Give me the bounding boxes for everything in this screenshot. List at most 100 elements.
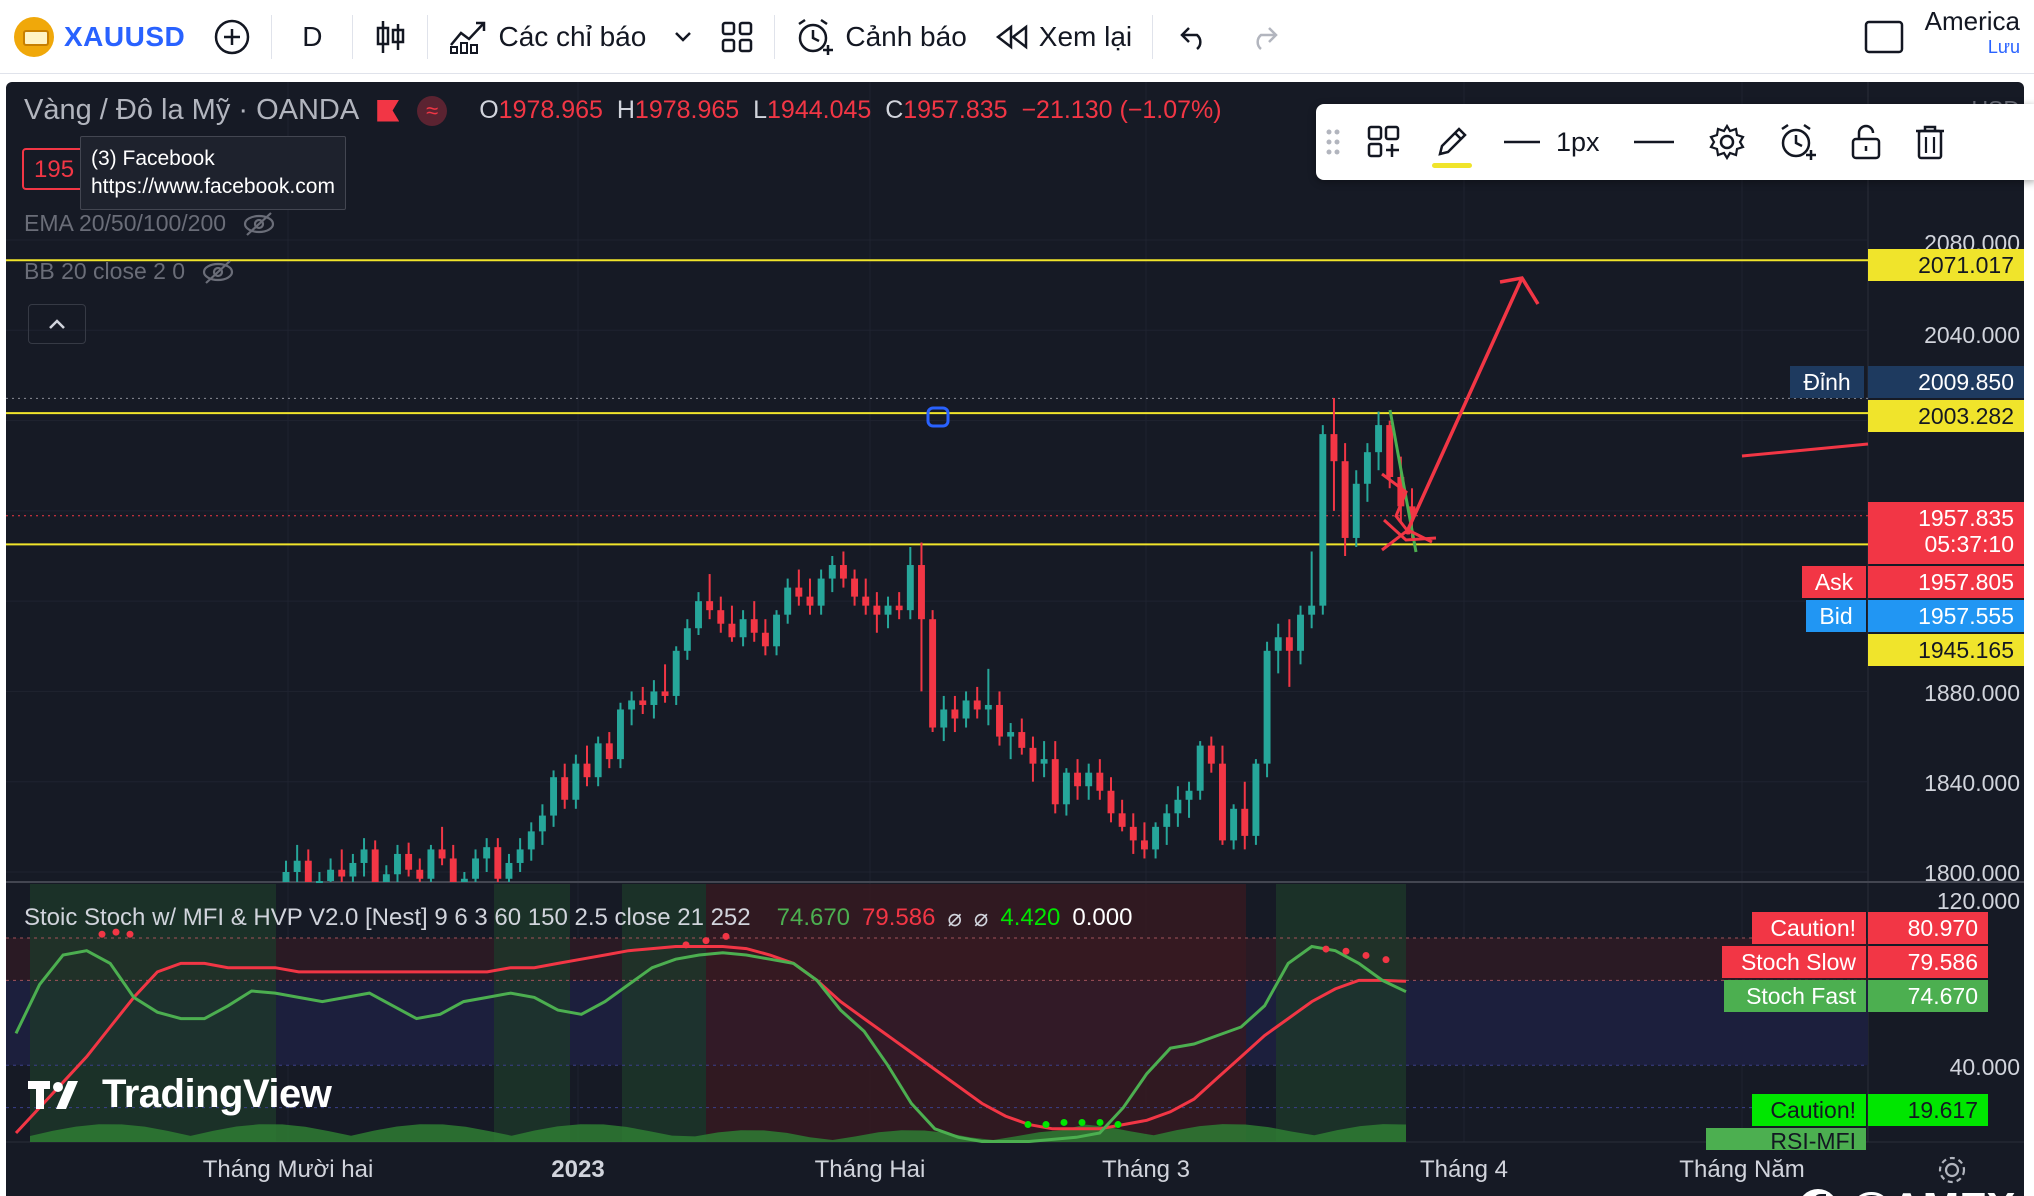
- collapse-legend-button[interactable]: [28, 304, 86, 344]
- candle-body: [817, 578, 825, 606]
- candle-body: [918, 565, 925, 620]
- price-label: 1880.000: [1924, 680, 2020, 706]
- caution-low-tag: 19.617: [1868, 1094, 1988, 1126]
- toolbar-divider: [271, 14, 273, 59]
- save-link[interactable]: Lưu: [1987, 37, 2020, 57]
- undo-icon[interactable]: [1159, 0, 1229, 74]
- alerts-button[interactable]: Cảnh báo: [781, 0, 980, 74]
- time-axis-label: Tháng 4: [1419, 1156, 1509, 1183]
- candle-body: [683, 628, 691, 651]
- window-icon[interactable]: [1850, 0, 1918, 74]
- gear-icon[interactable]: [1936, 1154, 1968, 1186]
- gold-coin-icon: [14, 16, 54, 57]
- ask-label: Ask: [1802, 566, 1866, 598]
- add-alert-icon[interactable]: [1762, 104, 1834, 180]
- candle-body: [516, 849, 524, 863]
- candle-body: [1274, 637, 1282, 651]
- candle-body: [929, 619, 937, 728]
- drag-handle-icon[interactable]: [1316, 104, 1350, 180]
- candle-body: [984, 704, 992, 710]
- time-axis-label: 2023: [551, 1156, 605, 1183]
- trash-icon[interactable]: [1898, 104, 1962, 180]
- indicators-button[interactable]: Các chỉ báo: [434, 0, 660, 74]
- osc-value-fast: 74.670: [776, 904, 851, 931]
- ema-indicator-row[interactable]: EMA 20/50/100/200: [24, 210, 276, 237]
- stoch-slow-line: [14, 945, 1407, 1135]
- sell-price-button[interactable]: 195: [22, 148, 92, 190]
- candle-body: [996, 704, 1003, 737]
- caution-dot: [1322, 945, 1330, 953]
- time-axis-label: Tháng Năm: [1679, 1156, 1805, 1183]
- candle-body: [572, 763, 580, 800]
- candle-body: [1375, 425, 1383, 453]
- region-selector[interactable]: America Lưu: [1925, 6, 2020, 58]
- templates-icon[interactable]: [1350, 104, 1418, 180]
- chevron-up-icon: [49, 319, 65, 329]
- symbol-search-button[interactable]: XAUUSD: [0, 0, 199, 74]
- line-style-icon: [1633, 140, 1674, 144]
- toolbar-divider: [427, 14, 429, 59]
- unlock-icon[interactable]: [1834, 104, 1898, 180]
- candle-body: [750, 619, 758, 633]
- settings-gear-icon[interactable]: [1692, 104, 1762, 180]
- interval-label: D: [302, 20, 323, 52]
- signal-zone: [30, 884, 276, 1142]
- replay-button[interactable]: Xem lại: [981, 0, 1146, 74]
- line-price-tag: 2071.017: [1868, 249, 2024, 281]
- candle-body: [661, 691, 669, 696]
- caution-dot: [1060, 1118, 1068, 1126]
- candle-body: [951, 709, 959, 719]
- candle-body: [1297, 614, 1304, 651]
- candle-body: [1174, 799, 1182, 814]
- add-symbol-icon[interactable]: [199, 0, 265, 74]
- bar-countdown: 05:37:10: [1924, 531, 2014, 557]
- candle-body: [695, 601, 702, 629]
- oscillator-legend: Stoic Stoch w/ MFI & HVP V2.0 [Nest] 9 6…: [24, 904, 1132, 933]
- layout-grid-icon[interactable]: [706, 0, 768, 74]
- candle-body: [862, 596, 870, 606]
- candle-body: [1285, 637, 1293, 651]
- replay-label: Xem lại: [1038, 20, 1133, 52]
- chevron-down-icon[interactable]: [660, 0, 706, 74]
- osc-value-3: 4.420: [1000, 904, 1061, 931]
- last-price-value: 1957.835: [1918, 505, 2014, 531]
- oscillator-name: Stoic Stoch w/ MFI & HVP V2.0 [Nest] 9 6…: [24, 904, 751, 931]
- pen-color-button[interactable]: [1418, 104, 1486, 180]
- legend-title: Vàng / Đô la Mỹ · OANDA: [24, 94, 360, 126]
- osc-value-slow: 79.586: [862, 904, 936, 931]
- indicators-icon: [450, 21, 486, 54]
- candle-body: [1185, 790, 1193, 800]
- source-badge-icon: ≈: [417, 95, 448, 126]
- candle-body: [884, 605, 892, 615]
- chart-area[interactable]: Vàng / Đô la Mỹ · OANDA ≈ O1978.965 H197…: [6, 82, 2024, 1196]
- annotation-arrow-head: [1499, 276, 1540, 305]
- bb-indicator-row[interactable]: BB 20 close 2 0: [24, 258, 235, 285]
- pencil-icon: [1438, 127, 1467, 156]
- candle-body: [1018, 732, 1026, 748]
- caution-dot: [702, 937, 710, 945]
- ask-price-tag: 1957.805: [1868, 566, 2024, 598]
- tradingview-mark-icon: [28, 1080, 78, 1109]
- line-width-button[interactable]: 1px: [1486, 104, 1616, 180]
- candle-body: [315, 881, 323, 884]
- candles-icon[interactable]: [359, 0, 421, 74]
- pen-color-swatch: [1432, 163, 1472, 168]
- interval-button[interactable]: D: [278, 0, 346, 74]
- hidden-eye-icon[interactable]: [242, 211, 276, 237]
- candle-body: [828, 565, 836, 579]
- candle-body: [717, 610, 725, 624]
- hidden-eye-icon[interactable]: [201, 259, 235, 285]
- line-style-button[interactable]: [1616, 104, 1692, 180]
- redo-icon[interactable]: [1229, 0, 1299, 74]
- osc-symbol: ⌀: [947, 905, 962, 932]
- signal-zone: [706, 884, 1104, 1142]
- chart-canvas[interactable]: [6, 82, 2024, 1196]
- tradingview-logo[interactable]: TradingView: [28, 1072, 332, 1117]
- candle-body: [327, 869, 335, 882]
- candle-body: [1397, 477, 1405, 507]
- replay-icon: [995, 23, 1028, 50]
- tradingview-wordmark: TradingView: [102, 1072, 332, 1116]
- osc-scale-label: 120.000: [1936, 888, 2020, 914]
- drawing-toolbar: 1px: [1316, 104, 2034, 180]
- stoch-fast-label: Stoch Fast: [1724, 980, 1866, 1012]
